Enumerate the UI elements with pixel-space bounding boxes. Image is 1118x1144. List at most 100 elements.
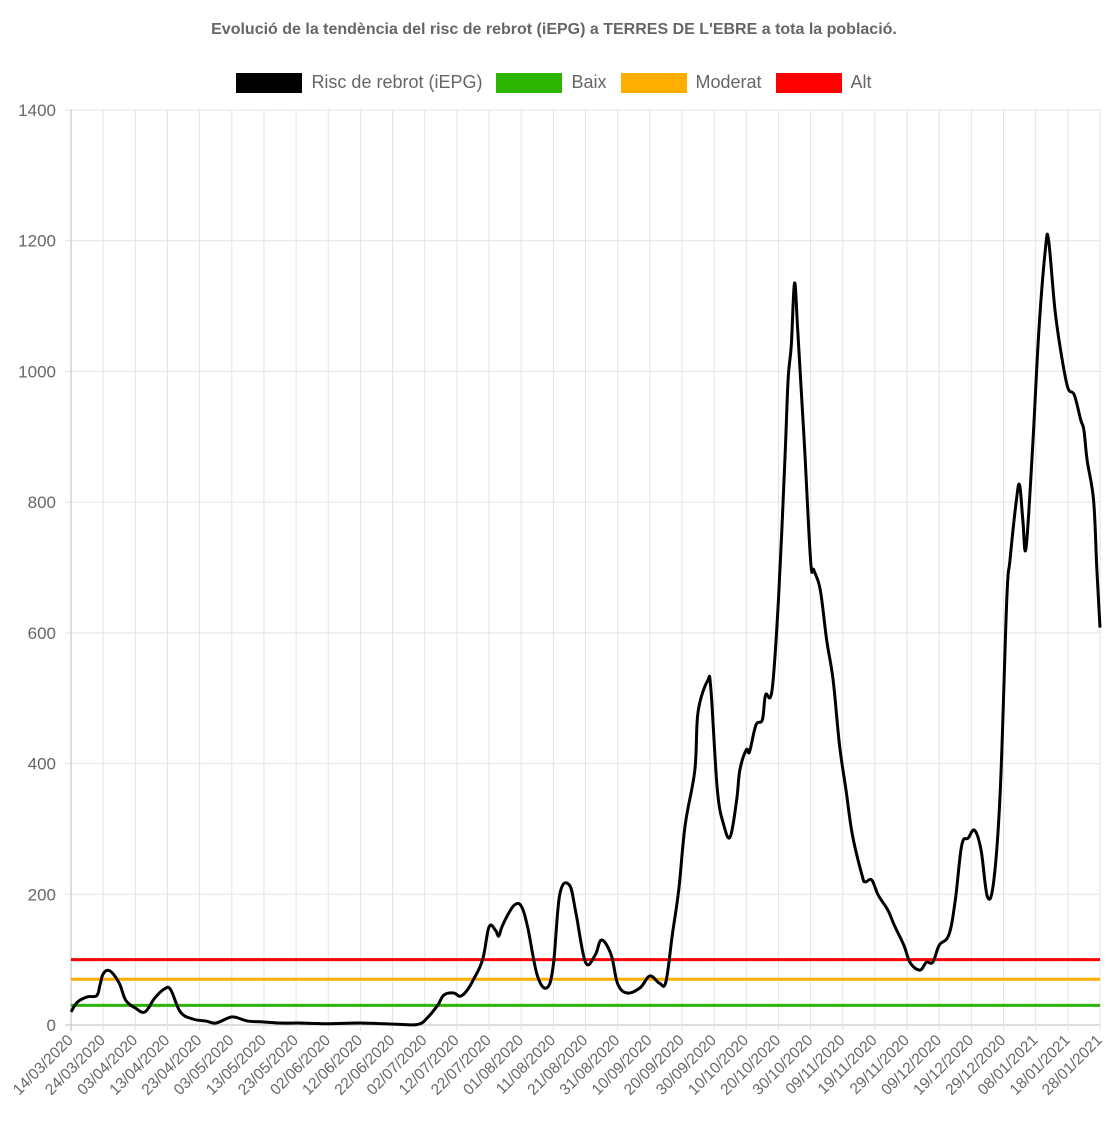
y-tick-label: 1200 <box>18 232 56 251</box>
data-point <box>809 558 813 562</box>
data-point <box>979 848 983 852</box>
data-point <box>870 878 874 882</box>
data-point <box>1014 498 1018 502</box>
data-point <box>600 938 604 942</box>
data-point <box>452 991 456 995</box>
data-point <box>1043 248 1047 252</box>
data-point <box>178 1010 182 1014</box>
legend-item-iepg[interactable]: Risc de rebrot (iEPG) <box>236 72 482 93</box>
data-point <box>1082 428 1086 432</box>
data-point <box>1030 448 1034 452</box>
data-point <box>558 892 562 896</box>
legend-label-baix: Baix <box>571 72 607 92</box>
data-point <box>233 1015 237 1019</box>
data-point <box>764 693 768 697</box>
data-point <box>1047 238 1051 242</box>
legend-item-baix[interactable]: Baix <box>496 72 607 93</box>
data-point <box>789 343 793 347</box>
data-point <box>812 568 816 572</box>
legend-swatch-iepg <box>236 72 303 93</box>
data-point <box>297 1021 301 1025</box>
data-point <box>471 979 475 983</box>
data-point <box>69 1010 73 1014</box>
data-point <box>465 989 469 993</box>
data-point <box>416 1022 420 1026</box>
data-point <box>95 994 99 998</box>
legend-item-moderat[interactable]: Moderat <box>620 72 762 93</box>
data-point <box>985 895 989 899</box>
data-point <box>513 903 517 907</box>
data-point <box>738 768 742 772</box>
data-point <box>902 943 906 947</box>
data-point <box>776 598 780 602</box>
data-point <box>567 883 571 887</box>
chart-title: Evolució de la tendència del risc de reb… <box>211 21 897 38</box>
legend-item-alt[interactable]: Alt <box>775 72 872 93</box>
data-point <box>838 743 842 747</box>
data-point <box>1066 386 1070 390</box>
data-point <box>358 1021 362 1025</box>
data-point <box>625 991 629 995</box>
data-point <box>124 998 128 1002</box>
data-point <box>786 378 790 382</box>
data-point <box>850 833 854 837</box>
data-point <box>886 908 890 912</box>
data-point <box>998 788 1002 792</box>
data-point <box>609 953 613 957</box>
data-point <box>397 1022 401 1026</box>
data-point <box>1018 483 1022 487</box>
data-point <box>497 934 501 938</box>
data-point <box>947 933 951 937</box>
data-point <box>1008 558 1012 562</box>
data-point <box>863 880 867 884</box>
data-point <box>526 925 530 929</box>
y-tick-label: 600 <box>28 624 56 643</box>
data-point <box>1098 626 1102 630</box>
data-point <box>535 973 539 977</box>
data-point <box>937 943 941 947</box>
y-tick-label: 0 <box>47 1016 56 1035</box>
series-line-iepg <box>69 232 1102 1027</box>
data-point <box>992 878 996 882</box>
y-tick-label: 800 <box>28 493 56 512</box>
data-point <box>481 958 485 962</box>
data-point <box>426 1015 430 1019</box>
data-point <box>326 1022 330 1026</box>
y-tick-label: 200 <box>28 885 56 904</box>
data-point <box>953 898 957 902</box>
data-point <box>133 1006 137 1010</box>
legend: Risc de rebrot (iEPG) Baix Moderat Alt <box>0 72 1108 93</box>
data-point <box>278 1021 282 1025</box>
data-point <box>860 873 864 877</box>
data-point <box>101 972 105 976</box>
data-point <box>670 933 674 937</box>
data-point <box>722 823 726 827</box>
data-point <box>574 911 578 915</box>
data-point <box>760 718 764 722</box>
data-point <box>1037 328 1041 332</box>
y-tick-label: 1000 <box>18 362 56 381</box>
data-point <box>500 925 504 929</box>
data-point <box>506 912 510 916</box>
data-point <box>924 960 928 964</box>
data-point <box>75 1000 79 1004</box>
data-point <box>918 968 922 972</box>
data-point <box>227 1016 231 1020</box>
data-point <box>1059 353 1063 357</box>
legend-label-alt: Alt <box>850 72 872 92</box>
data-point <box>696 710 700 714</box>
data-point <box>458 994 462 998</box>
data-point <box>728 835 732 839</box>
data-point <box>683 823 687 827</box>
data-point <box>85 995 89 999</box>
data-point <box>973 828 977 832</box>
data-point <box>493 928 497 932</box>
data-point <box>593 953 597 957</box>
data-point <box>638 986 642 990</box>
data-point <box>108 969 112 973</box>
data-point <box>892 923 896 927</box>
data-point <box>648 974 652 978</box>
data-point <box>693 768 697 772</box>
data-point <box>715 788 719 792</box>
